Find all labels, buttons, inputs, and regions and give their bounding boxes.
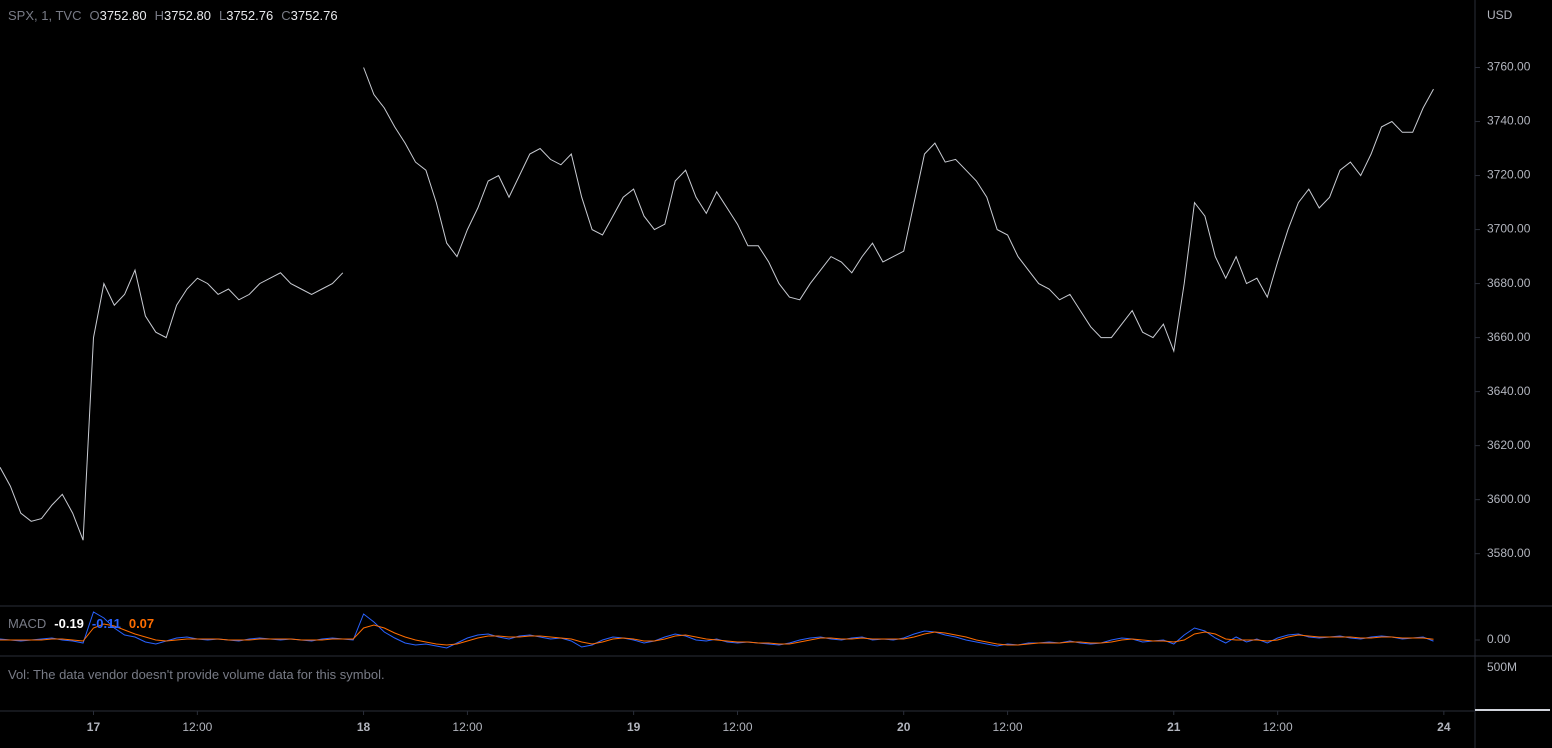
symbol: SPX, 1, TVC	[8, 8, 82, 23]
x-tick-label: 12:00	[182, 720, 212, 734]
ohlc-value: 3752.80	[163, 8, 211, 23]
y-tick-label: 3580.00	[1487, 546, 1531, 560]
y-tick-label: 3760.00	[1487, 60, 1531, 74]
symbol-legend: SPX, 1, TVC O3752.80 H3752.80 L3752.76 C3752…	[8, 8, 346, 23]
x-tick-label: 18	[357, 720, 371, 734]
y-tick-label: 3680.00	[1487, 276, 1531, 290]
x-tick-label: 12:00	[452, 720, 482, 734]
ohlc-key: O	[89, 8, 100, 23]
x-tick-label: 17	[87, 720, 101, 734]
macd-line	[0, 611, 1434, 649]
y-tick-label: 3700.00	[1487, 222, 1531, 236]
ohlc-value: 3752.80	[99, 8, 147, 23]
ohlc-key: C	[281, 8, 291, 23]
y-tick-label: 3640.00	[1487, 384, 1531, 398]
ohlc: O3752.80 H3752.80 L3752.76 C3752.76	[89, 8, 345, 23]
y-tick-label: 3660.00	[1487, 330, 1531, 344]
x-tick-label: 12:00	[993, 720, 1023, 734]
macd-readout: -0.19 -0.11 0.07	[54, 616, 162, 631]
y-tick-label: 0.00	[1487, 632, 1511, 646]
x-tick-label: 19	[627, 720, 641, 734]
volume-message: Vol: The data vendor doesn't provide vol…	[8, 667, 385, 682]
macd-line	[0, 623, 1434, 646]
x-tick-label: 20	[897, 720, 911, 734]
y-tick-label: 3600.00	[1487, 492, 1531, 506]
macd-value: 0.07	[128, 616, 155, 631]
y-tick-label: 3620.00	[1487, 438, 1531, 452]
ohlc-key: H	[154, 8, 164, 23]
macd-title: MACD	[8, 616, 47, 631]
ohlc-value: 3752.76	[290, 8, 338, 23]
x-tick-label: 12:00	[722, 720, 752, 734]
price-line	[0, 67, 1434, 541]
ohlc-key: L	[218, 8, 227, 23]
ohlc-value: 3752.76	[226, 8, 274, 23]
currency-label: USD	[1487, 8, 1513, 22]
macd-legend: MACD -0.19 -0.11 0.07	[8, 616, 162, 631]
y-tick-label: 3740.00	[1487, 114, 1531, 128]
volume-axis-label: 500M	[1487, 660, 1517, 674]
y-tick-label: 3720.00	[1487, 168, 1531, 182]
macd-value: -0.19	[54, 616, 84, 631]
x-tick-label: 21	[1167, 720, 1181, 734]
x-tick-label: 24	[1437, 720, 1451, 734]
macd-value: -0.11	[91, 616, 121, 631]
x-tick-label: 12:00	[1263, 720, 1293, 734]
